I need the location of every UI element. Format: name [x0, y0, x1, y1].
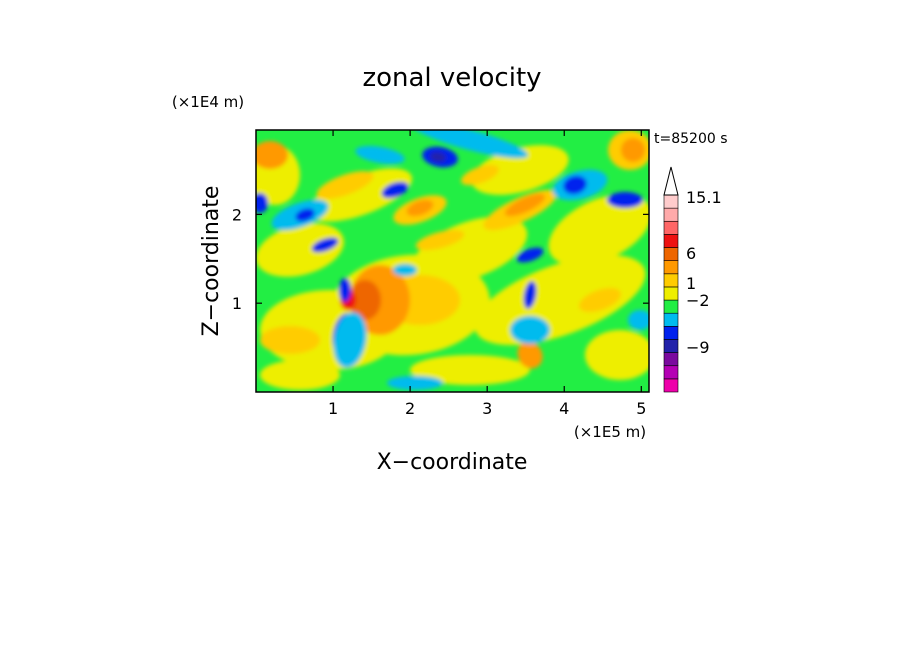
y-tick-label: 2 [232, 205, 242, 224]
x-axis-ticks: 1 2 3 4 5 [328, 130, 646, 418]
chart-title: zonal velocity [362, 63, 541, 93]
colorbar-swatch [663, 352, 679, 367]
y-tick-label: 1 [232, 294, 242, 313]
field-contour-blob [411, 130, 529, 159]
field-contour-blob [563, 175, 587, 195]
field-contour-blob [316, 171, 374, 199]
colorbar-swatch [663, 326, 679, 340]
field-contour-blob [523, 281, 537, 309]
field-contour-blob [410, 355, 530, 385]
colorbar-labels: 15.1 6 1−2 −9 [686, 188, 722, 357]
field-contour-blob [339, 278, 351, 302]
plot-frame [255, 129, 650, 393]
field-contour-blob [307, 168, 413, 222]
colorbar-swatch [663, 207, 679, 222]
colorbar-extend-arrow [663, 166, 679, 196]
colorbar-swatch [663, 299, 679, 314]
colorbar-swatch [663, 286, 679, 301]
field-contour-blob [311, 237, 339, 253]
field-contour-blob [504, 193, 546, 217]
field-contour-blob [260, 326, 320, 354]
field-contour-blob [381, 181, 409, 199]
field-contour-blob [295, 208, 315, 222]
colorbar-label: −2 [686, 291, 710, 310]
x-tick-label: 3 [482, 399, 492, 418]
colorbar-label: 1 [686, 274, 696, 293]
field-contour-blob [387, 376, 443, 390]
field-contour-blob [349, 280, 381, 320]
field-contour-blob [393, 264, 417, 276]
colorbar-swatch [663, 378, 679, 393]
x-tick-label: 1 [328, 399, 338, 418]
field-contour-blob [415, 229, 465, 251]
x-tick-label: 4 [559, 399, 569, 418]
y-axis-unit: (×1E4 m) [172, 93, 244, 111]
field-contour-blob [607, 192, 643, 208]
colorbar [663, 166, 679, 393]
field-contour-blob [461, 164, 499, 186]
colorbar-swatch [663, 220, 679, 235]
field-contour-blob [430, 151, 446, 163]
field-contour-blob [355, 146, 405, 164]
colorbar-swatch [663, 234, 679, 248]
field-contour-blob [517, 341, 543, 369]
colorbar-label: 15.1 [686, 188, 722, 207]
field-contour-blob [510, 316, 550, 344]
field-contour-blob [333, 312, 367, 368]
velocity-field [256, 130, 649, 390]
field-contour-blob [406, 199, 434, 217]
colorbar-swatch [663, 273, 679, 288]
y-axis-label: Z−coordinate [199, 186, 224, 337]
colorbar-swatch [663, 194, 679, 209]
field-contour-blob [256, 141, 288, 169]
field-contour-blob [516, 247, 544, 263]
field-contour-blob [579, 287, 621, 313]
field-contour-blob [628, 310, 649, 330]
field-contour-blob [256, 193, 268, 213]
colorbar-swatch [663, 339, 679, 353]
time-label: t=85200 s [654, 131, 728, 147]
field-contour-blob [256, 223, 344, 277]
x-tick-label: 2 [405, 399, 415, 418]
field-contour-blob [621, 138, 645, 162]
y-axis-ticks: 12 [232, 205, 649, 313]
x-axis-label: X−coordinate [377, 450, 528, 475]
field-contour-blob [548, 194, 649, 266]
field-contour-blob [585, 330, 649, 380]
x-tick-label: 5 [636, 399, 646, 418]
field-contour-blob [260, 360, 340, 390]
colorbar-swatch [663, 260, 679, 275]
colorbar-label: −9 [686, 338, 710, 357]
field-contour-blob [471, 145, 569, 195]
colorbar-label: 6 [686, 244, 696, 263]
plot-area [256, 130, 649, 392]
colorbar-swatch [663, 312, 679, 327]
colorbar-swatch [663, 247, 679, 261]
colorbar-swatch [663, 365, 679, 380]
x-axis-unit: (×1E5 m) [574, 423, 646, 441]
